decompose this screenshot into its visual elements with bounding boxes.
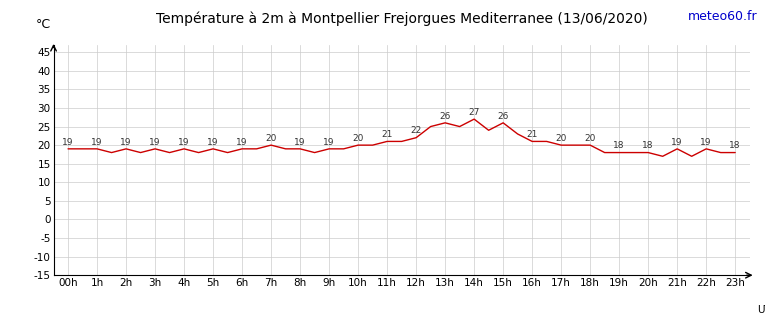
- Text: 22: 22: [411, 126, 422, 135]
- Text: 26: 26: [497, 112, 509, 121]
- Text: 20: 20: [353, 134, 364, 143]
- Text: 21: 21: [382, 130, 392, 139]
- Text: 19: 19: [207, 138, 219, 147]
- Text: 19: 19: [701, 138, 712, 147]
- Text: 19: 19: [672, 138, 683, 147]
- Text: 19: 19: [324, 138, 335, 147]
- Text: 19: 19: [295, 138, 306, 147]
- Text: 20: 20: [265, 134, 277, 143]
- Text: 19: 19: [236, 138, 248, 147]
- Text: 20: 20: [584, 134, 596, 143]
- Text: 18: 18: [730, 141, 741, 150]
- Text: Température à 2m à Montpellier Frejorgues Mediterranee (13/06/2020): Température à 2m à Montpellier Frejorgue…: [156, 12, 647, 26]
- Text: 20: 20: [555, 134, 567, 143]
- Text: 19: 19: [149, 138, 161, 147]
- Text: 19: 19: [91, 138, 103, 147]
- Text: 19: 19: [178, 138, 190, 147]
- Text: 21: 21: [526, 130, 538, 139]
- Text: 26: 26: [439, 112, 451, 121]
- Text: meteo60.fr: meteo60.fr: [688, 10, 757, 23]
- Text: 18: 18: [643, 141, 654, 150]
- Text: 19: 19: [120, 138, 132, 147]
- Text: °C: °C: [36, 18, 51, 31]
- Text: 18: 18: [614, 141, 625, 150]
- Text: 27: 27: [468, 108, 480, 117]
- Text: UTC: UTC: [757, 305, 765, 315]
- Text: 19: 19: [62, 138, 73, 147]
